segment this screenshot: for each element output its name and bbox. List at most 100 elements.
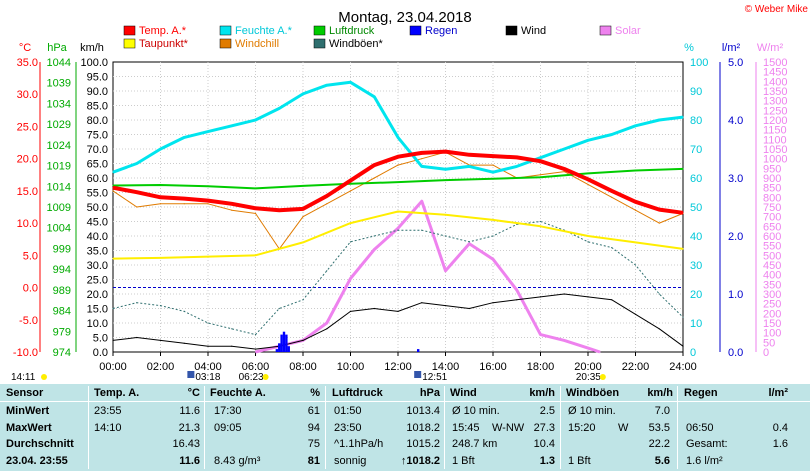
data-point bbox=[421, 158, 423, 160]
data-point bbox=[373, 248, 375, 251]
pressure-tick-label: 999 bbox=[53, 243, 71, 255]
solar-tick-label: 300 bbox=[763, 289, 781, 301]
header-wind-unit: km/h bbox=[529, 387, 555, 399]
data-point bbox=[207, 203, 209, 205]
temp-value: 11.6 bbox=[179, 454, 200, 467]
legend-swatch bbox=[219, 25, 232, 36]
data-point bbox=[373, 177, 375, 179]
humidity-tick-label: 90 bbox=[690, 86, 702, 98]
data-point bbox=[349, 179, 352, 182]
humidity-tick-label: 20 bbox=[690, 289, 702, 301]
legend-label: Wind bbox=[521, 25, 546, 37]
humidity-tick-label: 30 bbox=[690, 260, 702, 272]
x-tick-label: 14:00 bbox=[432, 361, 460, 373]
data-point bbox=[136, 206, 138, 208]
data-point bbox=[492, 164, 494, 166]
data-point bbox=[373, 164, 375, 166]
solar-tick-label: 950 bbox=[763, 163, 781, 175]
wind-tick-label: 90.0 bbox=[87, 86, 108, 98]
humidity-time: 17:30 bbox=[214, 405, 242, 417]
data-point bbox=[468, 154, 470, 156]
summary-table: Sensor Temp. A. °C Feuchte A.% Luftdruck hPa W… bbox=[0, 384, 810, 471]
legend-swatch bbox=[313, 38, 326, 49]
pressure-tick-label: 1024 bbox=[47, 140, 71, 152]
data-point bbox=[397, 210, 399, 213]
header-temp: Temp. A. bbox=[94, 387, 140, 399]
data-point bbox=[159, 257, 162, 259]
moonset-icon bbox=[414, 371, 422, 378]
data-point bbox=[587, 241, 589, 243]
data-point bbox=[254, 348, 257, 350]
data-point bbox=[326, 328, 328, 330]
pressure-tick-label: 1039 bbox=[47, 78, 71, 90]
col-separator bbox=[88, 386, 89, 469]
data-point bbox=[444, 235, 447, 237]
wind-tick-label: 25.0 bbox=[87, 275, 108, 287]
gust-value: 7.0 bbox=[654, 405, 670, 417]
wind-tick-label: 65.0 bbox=[87, 159, 108, 171]
data-point bbox=[421, 200, 423, 202]
legend-label: Feuchte A.* bbox=[235, 25, 293, 37]
data-point bbox=[278, 209, 280, 211]
pressure-tick-label: 974 bbox=[53, 347, 71, 359]
data-point bbox=[492, 219, 494, 221]
data-point bbox=[207, 322, 209, 324]
data-point bbox=[112, 257, 114, 260]
wind-tick-label: 75.0 bbox=[87, 130, 108, 142]
data-point bbox=[254, 187, 257, 189]
temp-tick-label: 35.0 bbox=[17, 57, 38, 69]
legend-label: Luftdruck bbox=[329, 25, 375, 37]
data-point bbox=[444, 168, 447, 170]
solar-tick-label: 200 bbox=[763, 308, 781, 320]
legend-swatch bbox=[219, 38, 232, 49]
pressure-tick-label: 1029 bbox=[47, 119, 71, 131]
rain-value: 0.4 bbox=[772, 421, 788, 434]
data-point bbox=[634, 264, 637, 266]
pressure-tick-label: 1009 bbox=[47, 202, 71, 214]
col-separator bbox=[560, 386, 561, 469]
legend-swatch bbox=[123, 38, 136, 49]
solar-tick-label: 900 bbox=[763, 173, 781, 185]
data-point bbox=[349, 190, 352, 192]
data-point bbox=[183, 198, 185, 200]
solar-tick-label: 750 bbox=[763, 202, 781, 214]
data-point bbox=[373, 235, 375, 237]
data-point bbox=[326, 322, 328, 324]
wind-tick-label: 45.0 bbox=[87, 217, 108, 229]
wind-axis-label: km/h bbox=[80, 42, 104, 54]
rain-tick-label: 0.0 bbox=[728, 347, 743, 359]
pressure-time: sonnig bbox=[334, 454, 367, 467]
rain-bar bbox=[278, 343, 281, 352]
data-point bbox=[302, 241, 304, 244]
data-point bbox=[397, 310, 399, 312]
rain-bar bbox=[275, 349, 279, 352]
humidity-tick-label: 80 bbox=[690, 115, 702, 127]
pressure-tick-label: 1034 bbox=[47, 98, 71, 110]
x-tick-label: 16:00 bbox=[479, 361, 507, 373]
humidity-time: 8.43 g/m³ bbox=[214, 454, 261, 467]
temp-tick-label: -5.0 bbox=[19, 315, 38, 327]
solar-axis-label: W/m² bbox=[757, 42, 784, 54]
solar-tick-label: 450 bbox=[763, 260, 781, 272]
header-humidity: Feuchte A. bbox=[210, 387, 266, 399]
data-point bbox=[397, 181, 399, 183]
legend-label: Regen bbox=[425, 25, 457, 37]
data-point bbox=[112, 307, 114, 310]
header-pressure: Luftdruck bbox=[332, 387, 383, 399]
data-point bbox=[492, 302, 494, 304]
data-point bbox=[397, 156, 399, 158]
gust-value: 53.5 bbox=[648, 421, 670, 434]
data-point bbox=[658, 222, 660, 224]
data-point bbox=[159, 305, 162, 307]
gust-direction: W bbox=[618, 421, 629, 434]
solar-tick-label: 1050 bbox=[763, 144, 787, 156]
table-separator bbox=[0, 401, 810, 402]
pressure-axis-label: hPa bbox=[47, 42, 67, 54]
temp-tick-label: 30.0 bbox=[17, 89, 38, 101]
temp-time: 14:10 bbox=[94, 421, 122, 434]
data-point bbox=[634, 201, 637, 203]
data-point bbox=[207, 185, 209, 187]
header-sensor: Sensor bbox=[6, 387, 44, 399]
wind-tick-label: 0.0 bbox=[93, 347, 108, 359]
data-point bbox=[136, 191, 138, 193]
